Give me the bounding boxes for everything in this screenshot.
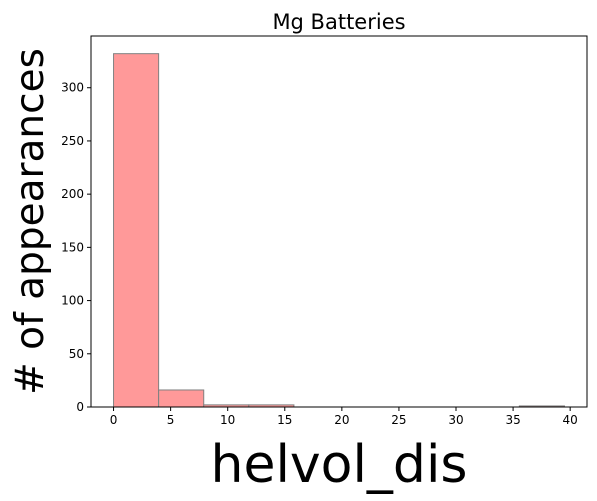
y-tick-label-5: 250 [61, 134, 84, 148]
y-axis-label: # of appearances [8, 48, 53, 395]
x-tick-label-0: 0 [110, 413, 118, 427]
y-tick-label-2: 100 [61, 294, 84, 308]
y-tick-label-6: 300 [61, 81, 84, 95]
x-tick-label-5: 25 [391, 413, 406, 427]
x-tick-label-8: 40 [563, 413, 578, 427]
y-tick-label-3: 150 [61, 240, 84, 254]
histogram-bar-0 [113, 53, 160, 408]
x-tick-label-4: 20 [334, 413, 349, 427]
y-tick-label-4: 200 [61, 187, 84, 201]
y-tick-label-0: 0 [76, 400, 84, 414]
y-tick-label-1: 50 [69, 347, 84, 361]
x-tick-label-3: 15 [277, 413, 292, 427]
histogram-bar-1 [158, 389, 205, 408]
x-tick-label-6: 30 [448, 413, 463, 427]
x-tick-label-7: 35 [505, 413, 520, 427]
x-tick-label-2: 10 [220, 413, 235, 427]
chart-title: Mg Batteries [272, 10, 405, 34]
x-tick-label-1: 5 [167, 413, 175, 427]
axes-frame [90, 35, 588, 408]
x-axis-label: helvol_dis [211, 435, 468, 495]
